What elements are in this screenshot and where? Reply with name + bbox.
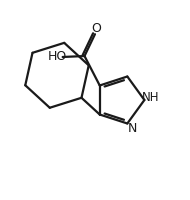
Text: HO: HO [48, 50, 67, 63]
Text: N: N [127, 122, 137, 135]
Text: NH: NH [142, 91, 160, 104]
Text: O: O [91, 22, 101, 35]
